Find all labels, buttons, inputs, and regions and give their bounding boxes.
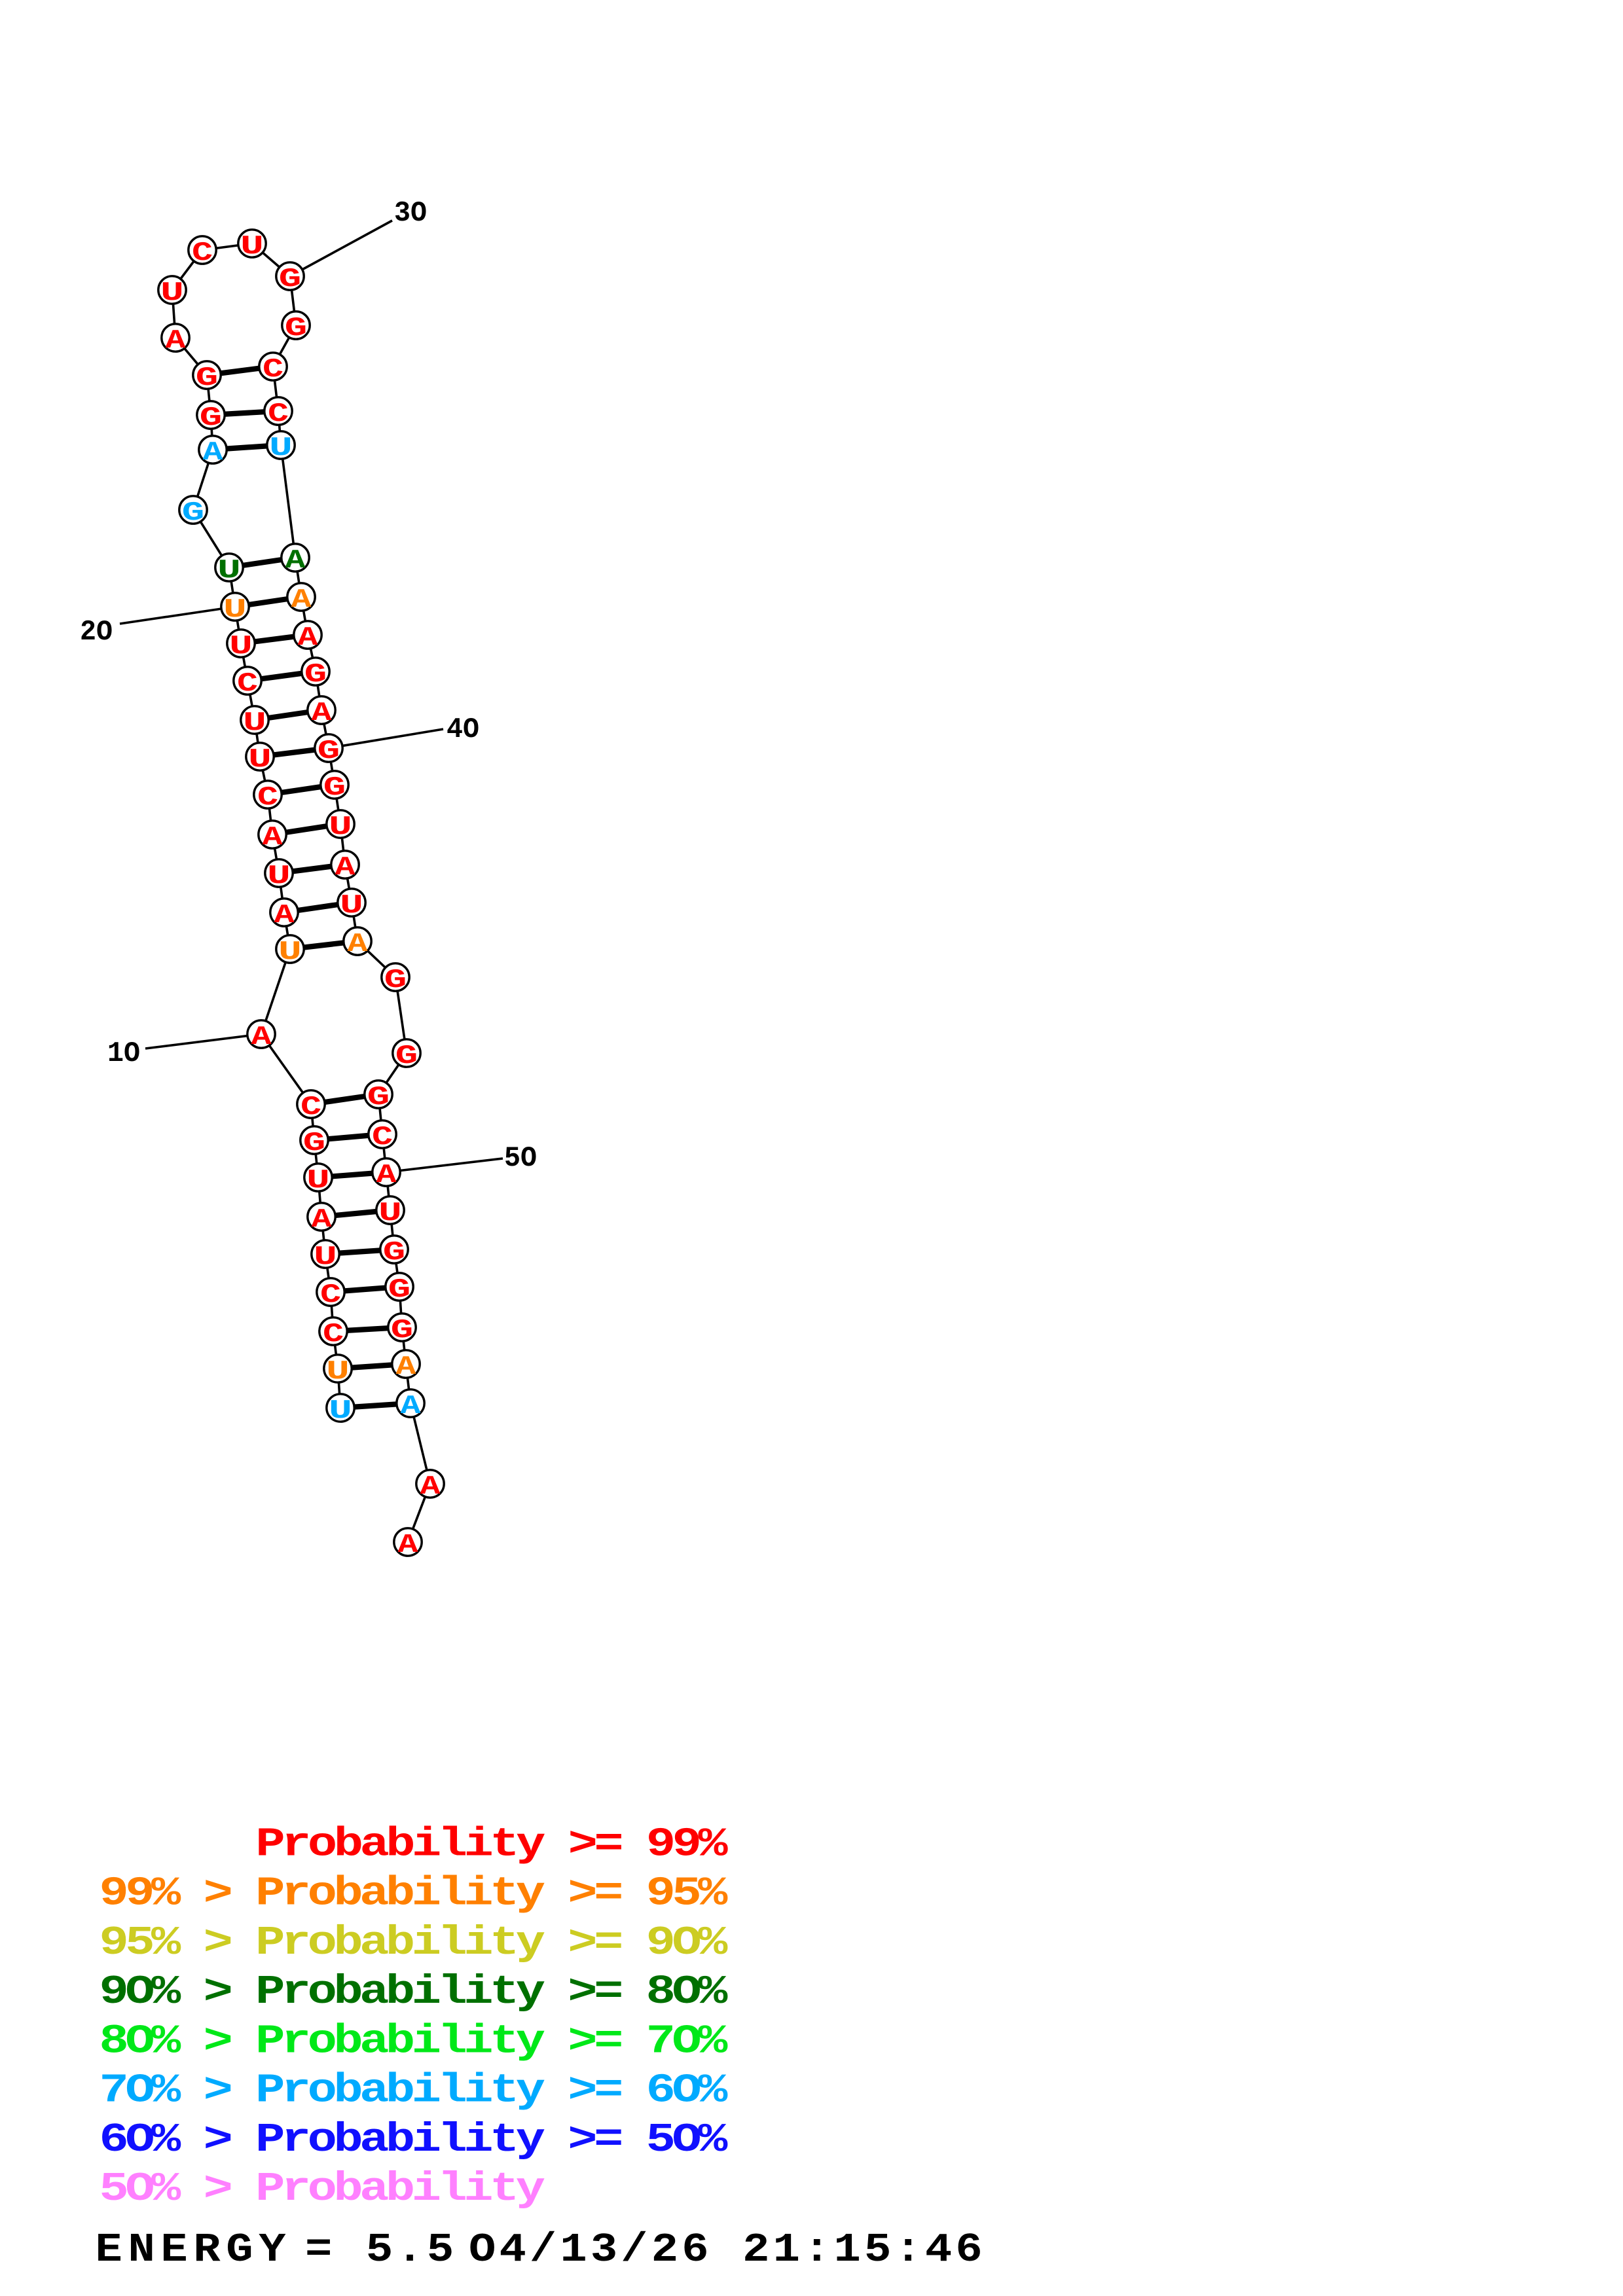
svg-text:A: A	[203, 437, 223, 468]
svg-text:A: A	[285, 545, 306, 576]
svg-text:G: G	[384, 964, 407, 995]
svg-text:C: C	[192, 238, 213, 268]
svg-text:U: U	[378, 1198, 402, 1229]
svg-text:A: A	[263, 822, 283, 853]
svg-text:C: C	[301, 1092, 321, 1122]
svg-text:U: U	[229, 631, 253, 662]
svg-text:C: C	[257, 782, 278, 813]
svg-text:U: U	[329, 812, 352, 842]
svg-text:G: G	[196, 362, 218, 393]
svg-text:O4/13/26 21:15:46: O4/13/26 21:15:46	[469, 2227, 986, 2273]
svg-text:G: G	[303, 1127, 325, 1158]
svg-text:C: C	[323, 1319, 344, 1350]
svg-text:5O: 5O	[504, 1142, 537, 1175]
svg-text:99% > Probability >= 95%: 99% > Probability >= 95%	[100, 1871, 729, 1916]
svg-text:U: U	[160, 278, 184, 308]
svg-text:C: C	[268, 399, 289, 429]
svg-text:A: A	[312, 1204, 332, 1235]
svg-text:A: A	[398, 1530, 418, 1560]
svg-text:8O% > Probability >= 7O%: 8O% > Probability >= 7O%	[100, 2018, 729, 2064]
svg-text:G: G	[323, 772, 346, 802]
svg-text:1O: 1O	[107, 1037, 140, 1070]
svg-text:G: G	[391, 1314, 413, 1345]
svg-text:A: A	[298, 622, 318, 653]
svg-text:A: A	[401, 1391, 421, 1422]
svg-text:95% > Probability >= 9O%: 95% > Probability >= 9O%	[100, 1920, 729, 1966]
svg-text:C: C	[237, 668, 258, 699]
svg-text:C: C	[263, 354, 283, 385]
svg-text:U: U	[248, 744, 272, 775]
svg-text:2O: 2O	[80, 616, 113, 649]
svg-text:A: A	[312, 698, 332, 728]
svg-text:C: C	[320, 1280, 341, 1310]
svg-text:G: G	[285, 312, 307, 343]
svg-text:9O% > Probability >= 8O%: 9O% > Probability >= 8O%	[100, 1969, 729, 2015]
svg-text:U: U	[269, 433, 293, 463]
svg-text:5O% > Probability: 5O% > Probability	[100, 2166, 545, 2212]
svg-text:U: U	[278, 937, 302, 967]
svg-text:U: U	[240, 231, 264, 262]
svg-text:3O: 3O	[394, 197, 427, 230]
svg-text:A: A	[376, 1160, 397, 1191]
svg-text:G: G	[383, 1236, 405, 1267]
svg-text:A: A	[335, 852, 356, 883]
svg-text:U: U	[306, 1165, 330, 1196]
svg-text:U: U	[267, 861, 291, 891]
svg-text:G: G	[182, 497, 204, 528]
svg-text:A: A	[274, 900, 295, 931]
svg-text:7O% > Probability >= 6O%: 7O% > Probability >= 6O%	[100, 2068, 729, 2113]
svg-text:G: G	[367, 1081, 390, 1112]
svg-text:G: G	[200, 402, 222, 433]
svg-text:A: A	[166, 325, 186, 356]
svg-text:C: C	[372, 1122, 393, 1153]
svg-text:G: G	[318, 735, 340, 766]
svg-text:U: U	[223, 594, 247, 625]
svg-text:Probability >= 99%: Probability >= 99%	[255, 1821, 728, 1867]
svg-text:A: A	[251, 1022, 272, 1052]
svg-text:U: U	[329, 1395, 352, 1426]
svg-text:= 5.5: = 5.5	[305, 2227, 457, 2273]
svg-text:A: A	[348, 929, 368, 960]
svg-text:G: G	[279, 263, 301, 294]
svg-text:4O: 4O	[447, 713, 479, 746]
svg-text:U: U	[314, 1242, 337, 1272]
svg-text:A: A	[420, 1471, 441, 1502]
svg-text:A: A	[291, 584, 312, 615]
svg-text:U: U	[326, 1356, 350, 1387]
svg-text:G: G	[395, 1040, 418, 1071]
svg-text:U: U	[340, 890, 363, 921]
svg-text:6O% > Probability >= 5O%: 6O% > Probability >= 5O%	[100, 2117, 729, 2163]
svg-text:G: G	[304, 658, 327, 689]
svg-text:A: A	[396, 1352, 416, 1382]
svg-text:ENERGY: ENERGY	[96, 2227, 292, 2273]
svg-text:U: U	[243, 708, 266, 738]
svg-text:G: G	[388, 1274, 410, 1304]
svg-text:U: U	[217, 555, 241, 586]
